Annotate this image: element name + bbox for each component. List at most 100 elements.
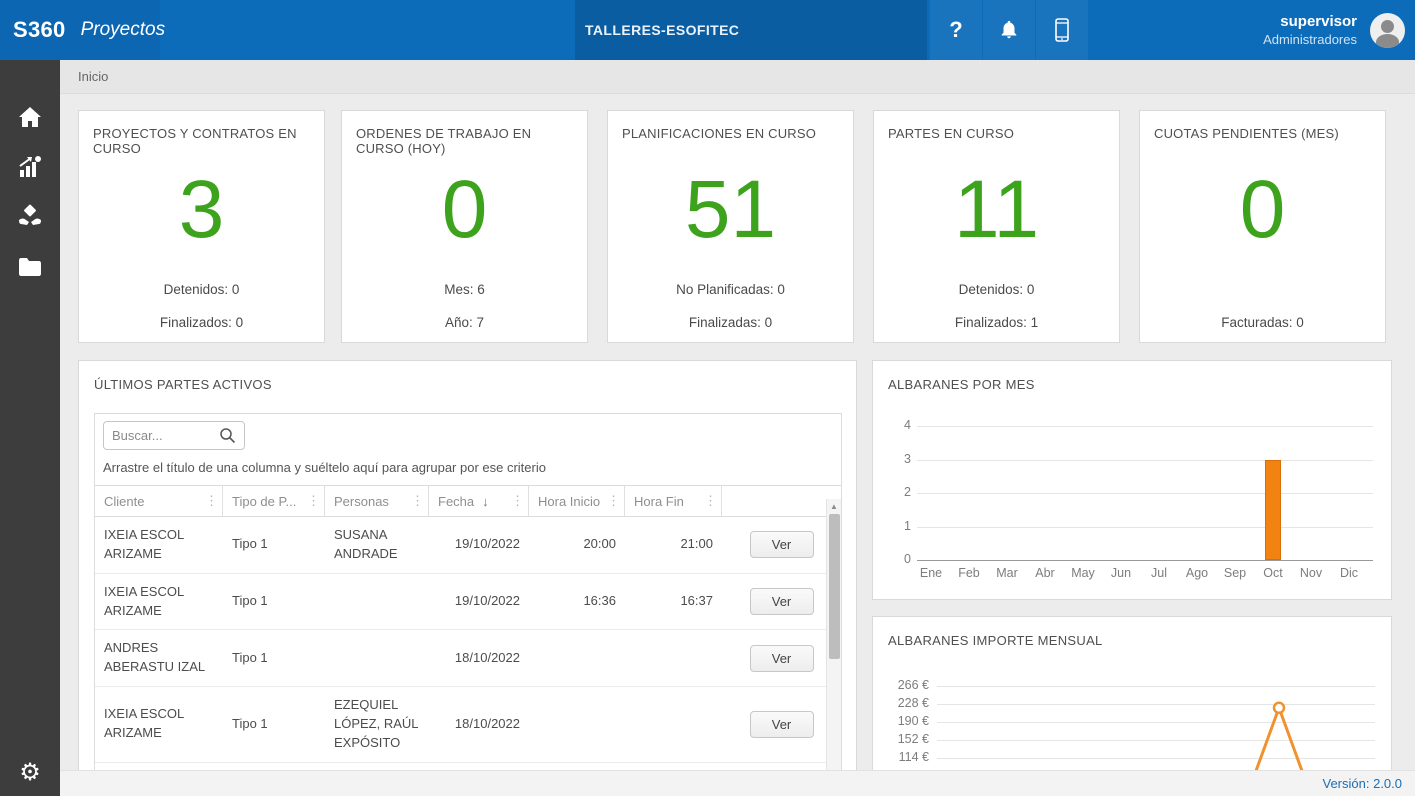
cell-personas [325, 630, 429, 686]
table-row[interactable]: IXEIA ESCOL ARIZAME Tipo 1 SUSANA ANDRAD… [95, 517, 841, 574]
x-axis-tick: Abr [1035, 566, 1055, 580]
cell-fecha: 19/10/2022 [454, 536, 520, 552]
column-header-hora-inicio[interactable]: Hora Inicio ⋮ [529, 486, 625, 516]
column-menu-icon[interactable]: ⋮ [205, 493, 218, 508]
x-axis-tick: Ago [1185, 566, 1209, 580]
column-header-tipo[interactable]: Tipo de P... ⋮ [223, 486, 325, 516]
partes-grid: Arrastre el título de una columna y suél… [94, 413, 842, 770]
sidebar-item-services[interactable] [0, 192, 60, 242]
column-header-fecha[interactable]: Fecha ↓ ⋮ [429, 486, 529, 516]
y-axis-tick: 4 [904, 418, 911, 432]
kpi-card-cuotas: CUOTAS PENDIENTES (MES) 0 Facturadas: 0 [1139, 110, 1386, 343]
help-icon: ? [949, 17, 963, 42]
x-axis-tick: Dic [1339, 566, 1359, 580]
company-selector[interactable]: TALLERES-ESOFITEC [575, 0, 927, 60]
x-axis-tick: Sep [1223, 566, 1247, 580]
ver-button[interactable]: Ver [749, 588, 814, 616]
mobile-app-button[interactable] [1036, 0, 1088, 60]
chart-title: ALBARANES POR MES [888, 377, 1035, 392]
y-axis-tick: 0 [904, 552, 911, 566]
brand-name: S360 [13, 17, 66, 42]
user-menu[interactable]: supervisor Administradores [1263, 0, 1357, 60]
breadcrumb: Inicio [60, 60, 1415, 94]
table-row[interactable]: IXEIA ESCOL ARIZAME Tipo 1 19/10/2022 16… [95, 573, 841, 631]
kpi-value: 3 [178, 164, 225, 255]
y-axis-tick: 190 € [897, 714, 929, 728]
search-input[interactable] [112, 422, 217, 449]
sidebar-item-home[interactable] [0, 92, 60, 142]
kpi-subtext: Año: 7 [444, 315, 485, 330]
version-label: Versión: 2.0.0 [1322, 776, 1403, 791]
ver-button[interactable]: Ver [749, 710, 814, 738]
table-scrollbar[interactable]: ▲ [826, 499, 841, 770]
ver-button[interactable]: Ver [749, 644, 814, 672]
cell-tipo: Tipo 1 [232, 536, 268, 552]
column-header-hora-fin[interactable]: Hora Fin ⋮ [625, 486, 722, 516]
cell-hora-fin [625, 630, 722, 686]
y-axis-tick: 2 [904, 485, 911, 499]
column-menu-icon[interactable]: ⋮ [704, 493, 717, 508]
y-axis-tick: 152 € [897, 732, 929, 746]
kpi-title: ORDENES DE TRABAJO EN CURSO (HOY) [356, 126, 532, 156]
cell-hora-inicio: 20:00 [583, 536, 616, 552]
column-menu-icon[interactable]: ⋮ [511, 493, 524, 508]
cell-hora-inicio [529, 630, 625, 686]
scrollbar-thumb[interactable] [829, 514, 840, 659]
cell-cliente: IXEIA ESCOL ARIZAME [104, 706, 184, 741]
grid-body: IXEIA ESCOL ARIZAME Tipo 1 SUSANA ANDRAD… [95, 517, 841, 770]
kpi-card-partes: PARTES EN CURSO 11 Detenidos: 0 Finaliza… [873, 110, 1120, 343]
ver-button[interactable]: Ver [749, 531, 814, 559]
ultimos-partes-panel: ÚLTIMOS PARTES ACTIVOS Arrastre el títul… [78, 360, 857, 771]
sidebar-item-settings[interactable]: ⚙ [0, 748, 60, 796]
phone-icon [1055, 18, 1069, 42]
breadcrumb-inicio[interactable]: Inicio [78, 69, 109, 84]
column-header-personas[interactable]: Personas ⋮ [325, 486, 429, 516]
grid-header-row: Cliente ⋮ Tipo de P... ⋮ Personas ⋮ Fecha ↓ ⋮… [95, 485, 841, 517]
column-header-actions [722, 486, 841, 516]
app-logo[interactable]: S360 Proyectos [0, 0, 165, 60]
avatar[interactable] [1370, 13, 1405, 48]
cell-personas: EZEQUIEL LÓPEZ, RAÚL EXPÓSITO [334, 697, 419, 750]
kpi-card-ordenes: ORDENES DE TRABAJO EN CURSO (HOY) 0 Mes:… [341, 110, 588, 343]
x-axis-tick: Ene [919, 566, 943, 580]
search-icon[interactable] [219, 427, 236, 449]
kpi-title: PLANIFICACIONES EN CURSO [622, 126, 817, 141]
cell-personas: SUSANA ANDRADE [334, 527, 398, 561]
cell-personas [325, 574, 429, 630]
help-button[interactable]: ? [930, 0, 982, 60]
company-name: TALLERES-ESOFITEC [585, 22, 740, 38]
bell-icon [1001, 20, 1017, 39]
sort-desc-icon: ↓ [482, 493, 489, 509]
cell-tipo: Tipo 1 [232, 593, 268, 609]
sidebar-item-stats[interactable] [0, 142, 60, 192]
table-row[interactable]: ANDRES ABERASTU IZAL Tipo 1 18/10/2022 V… [95, 630, 841, 688]
notifications-button[interactable] [983, 0, 1035, 60]
cell-tipo: Tipo 1 [232, 649, 268, 665]
kpi-subtext: No Planificadas: 0 [676, 282, 785, 297]
hands-box-icon [19, 204, 41, 225]
left-sidebar: ⚙ [0, 60, 60, 796]
sidebar-item-documents[interactable] [0, 242, 60, 292]
column-menu-icon[interactable]: ⋮ [607, 493, 620, 508]
table-row[interactable]: ESTANISLAO CAPRICI DI MARE Tipo 1 SUSANA… [95, 762, 841, 770]
kpi-subtext: Finalizados: 1 [954, 315, 1039, 330]
kpi-subtext: Facturadas: 0 [1221, 315, 1304, 330]
user-name: supervisor [1280, 13, 1357, 30]
kpi-value: 51 [684, 164, 777, 255]
column-header-cliente[interactable]: Cliente ⋮ [95, 486, 223, 516]
chart-title: ALBARANES IMPORTE MENSUAL [888, 633, 1103, 648]
x-axis-tick: Jun [1110, 566, 1132, 580]
kpi-subtext: Detenidos: 0 [163, 282, 240, 297]
kpi-card-proyectos: PROYECTOS Y CONTRATOS EN CURSO 3 Detenid… [78, 110, 325, 343]
x-axis-tick: Mar [996, 566, 1018, 580]
y-axis-tick: 1 [904, 518, 911, 533]
y-axis-tick: 114 € [898, 750, 929, 764]
column-menu-icon[interactable]: ⋮ [411, 493, 424, 508]
cell-tipo: Tipo 1 [232, 715, 268, 731]
column-menu-icon[interactable]: ⋮ [307, 493, 320, 508]
kpi-title: CUOTAS PENDIENTES (MES) [1154, 126, 1339, 141]
scroll-up-icon[interactable]: ▲ [830, 502, 838, 511]
table-row[interactable]: IXEIA ESCOL ARIZAME Tipo 1 EZEQUIEL LÓPE… [95, 687, 841, 763]
group-drop-hint: Arrastre el título de una columna y suél… [103, 460, 546, 475]
kpi-title: PARTES EN CURSO [888, 126, 1015, 141]
